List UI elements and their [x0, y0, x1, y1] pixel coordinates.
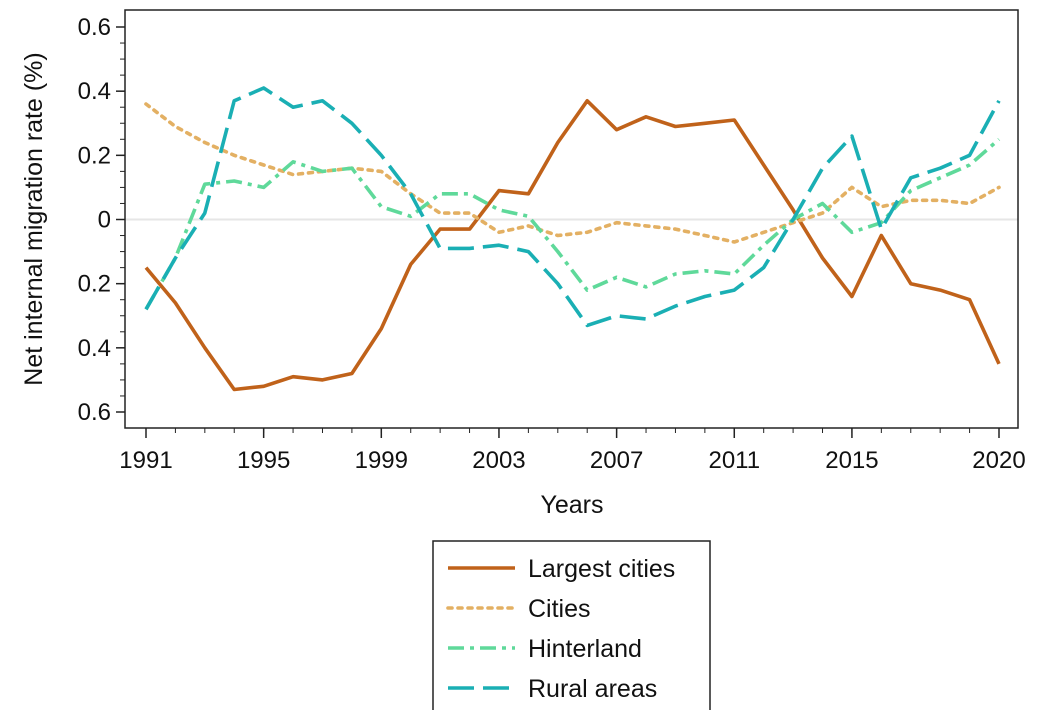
y-tick-label: 0.2 [78, 142, 111, 169]
x-tick-label: 2007 [590, 447, 643, 474]
x-tick-label: 2011 [708, 447, 760, 474]
x-tick-label: 2003 [472, 447, 525, 474]
legend-label-3: Rural areas [528, 675, 657, 703]
series-layer [144, 86, 1001, 392]
series-line-1 [144, 102, 1001, 244]
x-tick-label: 1991 [119, 447, 172, 474]
y-tick-label: 0.6 [78, 14, 111, 41]
y-tick-label: 0.4 [78, 78, 111, 105]
x-tick-label: 1999 [355, 447, 408, 474]
x-tick-label: 2015 [825, 447, 878, 474]
x-axis-title: Years [540, 491, 603, 519]
y-axis: 0.6 0.4 0.2 0 0.2 0.4 0.6 [78, 14, 125, 426]
x-tick-label: 1995 [237, 447, 290, 474]
y-tick-label: 0.6 [78, 399, 111, 426]
y-tick-label: 0.2 [78, 271, 111, 298]
plot-area [124, 9, 1019, 429]
x-tick-label: 2020 [972, 447, 1025, 474]
y-axis-title: Net internal migration rate (%) [20, 52, 48, 385]
legend-label-0: Largest cities [528, 555, 675, 583]
legend-label-2: Hinterland [528, 635, 642, 663]
y-tick-label: 0.4 [78, 335, 111, 362]
series-line-2 [144, 137, 1001, 311]
x-axis: 1991 1995 1999 2003 2007 2011 2015 2020 [119, 428, 1026, 474]
series-line-0 [144, 99, 1001, 392]
series-line-3 [144, 86, 1001, 328]
y-tick-label: 0 [98, 207, 111, 234]
legend-label-1: Cities [528, 595, 591, 623]
legend: Largest cities Cities Hinterland Rural area… [432, 540, 711, 710]
